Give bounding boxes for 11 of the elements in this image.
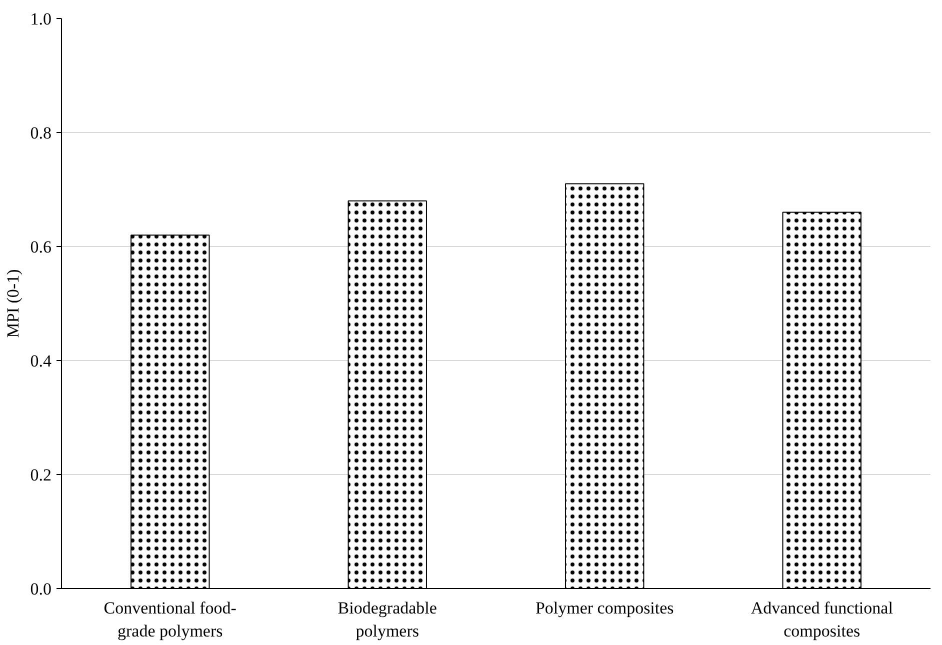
y-tick-label: 0.4 (30, 352, 52, 370)
y-tick-label: 0.0 (30, 580, 52, 598)
y-axis-title: MPI (0-1) (3, 269, 22, 338)
y-tick-label: 0.8 (30, 124, 52, 142)
x-tick-label: Advanced functional composites (750, 598, 894, 640)
x-tick-label: Conventional food- grade polymers (104, 598, 237, 640)
y-tick-label: 0.2 (30, 466, 52, 484)
y-tick-label: 1.0 (30, 10, 52, 28)
y-tick-label: 0.6 (30, 238, 52, 256)
x-tick-label: Polymer composites (535, 598, 674, 618)
x-tick-label: Biodegradable polymers (338, 598, 437, 640)
